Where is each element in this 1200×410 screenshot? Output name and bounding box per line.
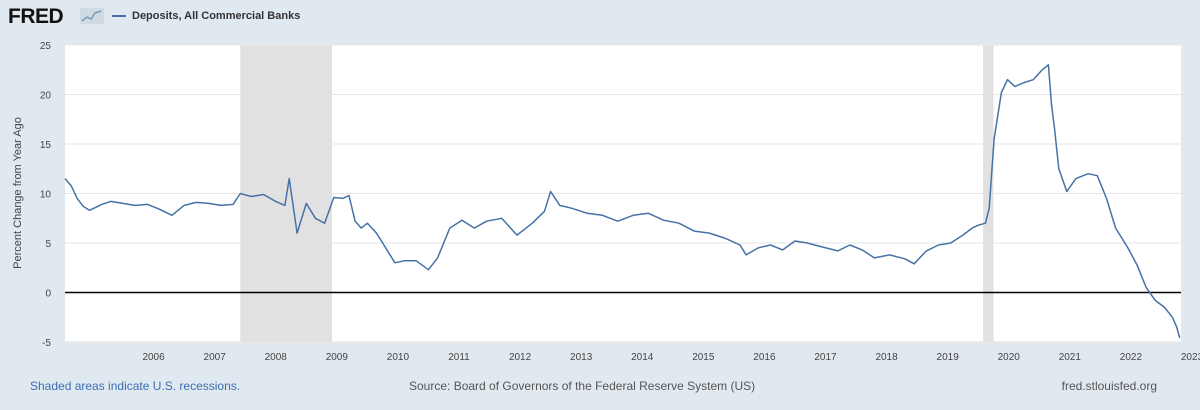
- x-tick-labels: 2006 2007 2008 2009 2010 2011 2012 2013 2014 2015…: [142, 352, 1200, 363]
- x-tick-label: 2006: [142, 352, 165, 363]
- x-tick-label: 2018: [875, 352, 898, 363]
- fred-url-link[interactable]: fred.stlouisfed.org: [1061, 379, 1157, 393]
- series-line: [64, 64, 1181, 339]
- y-tick-label: 0: [45, 289, 51, 300]
- fred-graph-icon: [80, 8, 104, 24]
- x-tick-label: 2012: [509, 352, 532, 363]
- x-tick-label: 2022: [1120, 352, 1143, 363]
- x-tick-label: 2010: [387, 352, 410, 363]
- y-axis-label: Percent Change from Year Ago: [12, 117, 24, 269]
- series-layer: [64, 64, 1181, 339]
- x-tick-label: 2021: [1059, 352, 1082, 363]
- x-tick-label: 2017: [814, 352, 837, 363]
- y-tick-label: 25: [40, 41, 52, 52]
- y-tick-label: 20: [40, 91, 52, 102]
- y-tick-labels: -5 0 5 10 15 20 25: [40, 41, 52, 349]
- x-tick-label: 2019: [937, 352, 960, 363]
- grid-lines: [65, 44, 1181, 343]
- source-text: Source: Board of Governors of the Federa…: [409, 379, 756, 393]
- chart-legend: Deposits, All Commercial Banks: [112, 10, 300, 22]
- x-tick-label: 2008: [265, 352, 288, 363]
- y-tick-label: 10: [40, 190, 52, 201]
- x-tick-label: 2011: [448, 352, 470, 363]
- x-tick-label: 2007: [204, 352, 227, 363]
- x-tick-label: 2009: [326, 352, 349, 363]
- legend-label: Deposits, All Commercial Banks: [132, 10, 301, 22]
- y-tick-label: 15: [40, 140, 52, 151]
- x-tick-label: 2013: [570, 352, 593, 363]
- x-tick-label: 2023: [1181, 352, 1200, 363]
- recession-note-link[interactable]: Shaded areas indicate U.S. recessions.: [30, 379, 241, 393]
- x-tick-label: 2015: [692, 352, 715, 363]
- y-tick-label: 5: [45, 239, 51, 250]
- legend-swatch: [112, 15, 126, 17]
- fred-logo[interactable]: FRED: [8, 5, 64, 28]
- x-tick-label: 2020: [998, 352, 1021, 363]
- y-tick-label: -5: [42, 338, 51, 349]
- chart: -5 0 5 10 15 20 25 2006 2007 2008 2009 2010 2011 201…: [12, 41, 1200, 363]
- x-tick-label: 2016: [753, 352, 776, 363]
- x-tick-label: 2014: [631, 352, 654, 363]
